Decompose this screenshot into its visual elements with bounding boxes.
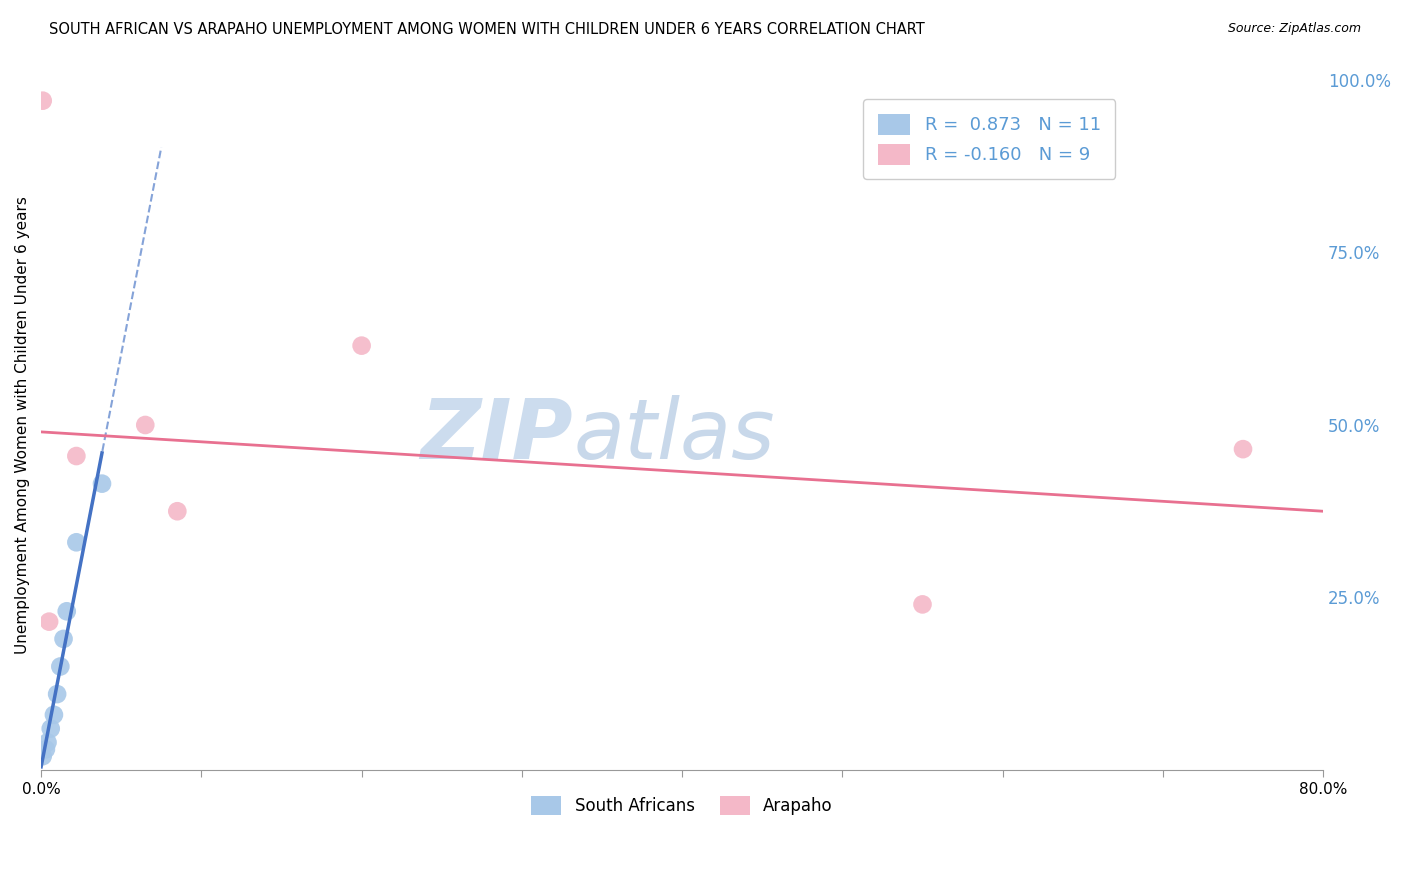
Point <box>65 449 87 463</box>
Point <box>46 687 69 701</box>
Point <box>1232 442 1254 457</box>
Point <box>166 504 188 518</box>
Text: SOUTH AFRICAN VS ARAPAHO UNEMPLOYMENT AMONG WOMEN WITH CHILDREN UNDER 6 YEARS CO: SOUTH AFRICAN VS ARAPAHO UNEMPLOYMENT AM… <box>49 22 925 37</box>
Legend: South Africans, Arapaho: South Africans, Arapaho <box>523 788 841 824</box>
Point <box>52 632 75 646</box>
Text: Source: ZipAtlas.com: Source: ZipAtlas.com <box>1227 22 1361 36</box>
Point <box>38 615 60 629</box>
Point <box>65 535 87 549</box>
Y-axis label: Unemployment Among Women with Children Under 6 years: Unemployment Among Women with Children U… <box>15 196 30 654</box>
Point <box>134 417 156 432</box>
Point <box>55 604 77 618</box>
Point <box>37 735 59 749</box>
Point <box>31 749 53 764</box>
Point <box>911 598 934 612</box>
Point <box>49 659 72 673</box>
Point <box>39 722 62 736</box>
Text: atlas: atlas <box>574 395 775 475</box>
Text: ZIP: ZIP <box>420 395 574 475</box>
Point <box>91 476 114 491</box>
Point <box>350 338 373 352</box>
Point <box>31 94 53 108</box>
Point <box>42 707 65 722</box>
Point <box>35 742 58 756</box>
